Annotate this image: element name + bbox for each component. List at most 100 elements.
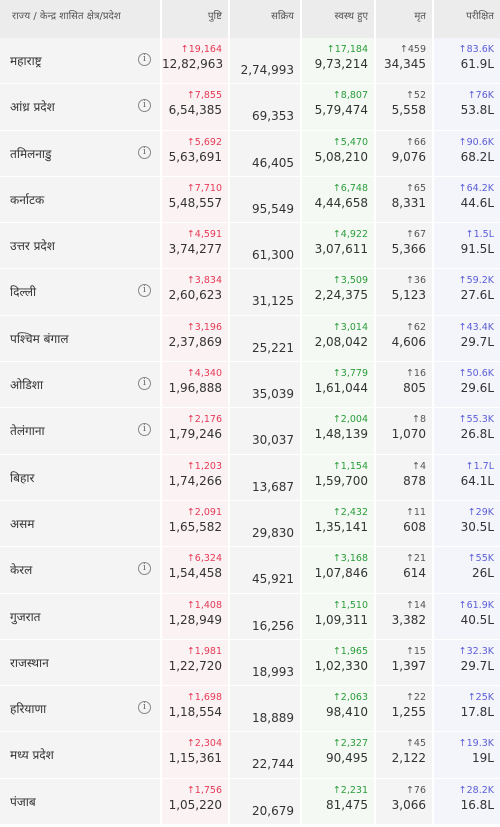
state-cell[interactable]: असम (0, 500, 162, 548)
confirmed-cell-delta: ↑7,710 (186, 182, 222, 194)
table-row[interactable]: पश्चिम बंगाल ↑3,196 2,37,869 25,221 ↑3,014 2,… (0, 315, 500, 363)
recovered-cell-value: 3,07,611 (314, 242, 368, 257)
confirmed-cell-value: 1,28,949 (168, 612, 222, 627)
info-icon[interactable]: i (138, 701, 151, 715)
header-confirmed[interactable]: पुष्टि (162, 0, 230, 38)
table-row[interactable]: तेलंगाना i ↑2,176 1,79,246 30,037 ↑2,004 1,48,… (0, 408, 500, 455)
recovered-cell-value: 81,475 (326, 797, 368, 812)
confirmed-cell-value: 1,79,246 (168, 427, 222, 442)
info-icon[interactable]: i (138, 145, 151, 159)
state-cell[interactable]: पंजाब (0, 778, 162, 826)
deceased-cell-delta: ↑4 (411, 460, 426, 472)
deceased-cell: ↑11 608 (376, 500, 434, 548)
active-cell: 61,300 (230, 223, 302, 270)
confirmed-cell-delta: ↑1,981 (186, 645, 222, 657)
recovered-cell: ↑2,327 90,495 (302, 732, 376, 779)
deceased-cell-delta: ↑65 (405, 182, 426, 194)
state-cell[interactable]: बिहार (0, 454, 162, 501)
state-cell[interactable]: कर्नाटक (0, 176, 162, 224)
state-cell[interactable]: ओडिशा i (0, 362, 162, 409)
table-row[interactable]: पंजाब ↑1,756 1,05,220 20,679 ↑2,231 81,475 ↑76… (0, 778, 500, 826)
info-icon[interactable]: i (138, 284, 151, 298)
state-cell[interactable]: आंध्र प्रदेश i (0, 84, 162, 131)
confirmed-cell: ↑5,692 5,63,691 (162, 130, 230, 177)
state-cell[interactable]: केरल i (0, 547, 162, 594)
header-tested[interactable]: परीक्षित (434, 0, 500, 38)
recovered-cell: ↑1,510 1,09,311 (302, 593, 376, 640)
confirmed-cell-value: 3,74,277 (168, 242, 222, 257)
tested-cell-value: 29.7L (460, 334, 494, 349)
recovered-cell-value: 1,07,846 (314, 566, 368, 581)
active-cell-value: 95,549 (252, 201, 294, 216)
tested-cell-delta: ↑1.5L (465, 229, 494, 241)
table-row[interactable]: ओडिशा i ↑4,340 1,96,888 35,039 ↑3,779 1,61,044… (0, 362, 500, 409)
header-state[interactable]: राज्य / केन्द्र शासित क्षेत्र/प्रदेश (0, 0, 162, 38)
state-cell[interactable]: मध्य प्रदेश (0, 732, 162, 779)
table-row[interactable]: तमिलनाडु i ↑5,692 5,63,691 46,405 ↑5,470 5,08,… (0, 130, 500, 177)
active-cell-value: 35,039 (252, 387, 294, 402)
tested-cell: ↑29K 30.5L (434, 500, 500, 548)
state-cell[interactable]: उत्तर प्रदेश (0, 223, 162, 270)
deceased-cell-delta: ↑21 (405, 553, 426, 565)
table-row[interactable]: कर्नाटक ↑7,710 5,48,557 95,549 ↑6,748 4,44,65… (0, 176, 500, 224)
confirmed-cell-value: 1,54,458 (168, 566, 222, 581)
deceased-cell-value: 5,123 (391, 288, 426, 303)
tested-cell: ↑83.6K 61.9L (434, 38, 500, 85)
table-row[interactable]: बिहार ↑1,203 1,74,266 13,687 ↑1,154 1,59,700 ↑… (0, 454, 500, 501)
table-row[interactable]: दिल्ली i ↑3,834 2,60,623 31,125 ↑3,509 2,24,37… (0, 269, 500, 316)
state-cell[interactable]: महाराष्ट्र i (0, 38, 162, 85)
state-cell[interactable]: गुजरात (0, 593, 162, 640)
info-icon[interactable]: i (138, 377, 151, 391)
deceased-cell-value: 2,122 (391, 751, 426, 766)
confirmed-cell-value: 2,37,869 (168, 334, 222, 349)
recovered-cell: ↑1,965 1,02,330 (302, 639, 376, 687)
deceased-cell: ↑67 5,366 (376, 223, 434, 270)
table-row[interactable]: हरियाणा i ↑1,698 1,18,554 18,889 ↑2,063 98,410… (0, 686, 500, 733)
active-cell-value: 13,687 (252, 479, 294, 494)
recovered-cell-value: 4,44,658 (314, 195, 368, 210)
table-row[interactable]: मध्य प्रदेश ↑2,304 1,15,361 22,744 ↑2,327 90,… (0, 732, 500, 779)
info-icon[interactable]: i (138, 423, 151, 437)
active-cell: 35,039 (230, 362, 302, 409)
recovered-cell: ↑2,063 98,410 (302, 686, 376, 733)
info-icon[interactable]: i (138, 562, 151, 576)
table-row[interactable]: केरल i ↑6,324 1,54,458 45,921 ↑3,168 1,07,846 ↑… (0, 547, 500, 594)
recovered-cell: ↑4,922 3,07,611 (302, 223, 376, 270)
state-cell[interactable]: राजस्थान (0, 639, 162, 687)
info-icon[interactable]: i (138, 99, 151, 113)
state-cell[interactable]: तमिलनाडु i (0, 130, 162, 177)
deceased-cell-value: 1,070 (391, 427, 426, 442)
state-cell[interactable]: तेलंगाना i (0, 408, 162, 455)
recovered-cell: ↑2,432 1,35,141 (302, 500, 376, 548)
confirmed-cell-value: 1,18,554 (168, 705, 222, 720)
table-row[interactable]: उत्तर प्रदेश ↑4,591 3,74,277 61,300 ↑4,922 3,… (0, 223, 500, 270)
confirmed-cell-delta: ↑5,692 (186, 136, 222, 148)
state-cell[interactable]: हरियाणा i (0, 686, 162, 733)
state-name: पश्चिम बंगाल (10, 331, 69, 346)
deceased-cell-value: 8,331 (391, 195, 426, 210)
header-active[interactable]: सक्रिय (230, 0, 302, 38)
info-icon[interactable]: i (138, 53, 151, 66)
header-deceased[interactable]: मृत (376, 0, 434, 38)
confirmed-cell-delta: ↑2,176 (186, 414, 222, 426)
table-row[interactable]: राजस्थान ↑1,981 1,22,720 18,993 ↑1,965 1,02,3… (0, 639, 500, 687)
table-row[interactable]: असम ↑2,091 1,65,582 29,830 ↑2,432 1,35,141 ↑11… (0, 500, 500, 548)
tested-cell: ↑25K 17.8L (434, 686, 500, 733)
active-cell: 29,830 (230, 500, 302, 548)
tested-cell-delta: ↑64.2K (458, 182, 494, 194)
active-cell-value: 25,221 (252, 340, 294, 355)
table-row[interactable]: आंध्र प्रदेश i ↑7,855 6,54,385 69,353 ↑8,807 5… (0, 84, 500, 131)
tested-cell-value: 40.5L (460, 612, 494, 627)
tested-cell-delta: ↑28.2K (458, 784, 494, 796)
recovered-cell-value: 5,08,210 (314, 149, 368, 164)
table-row[interactable]: महाराष्ट्र i ↑19,164 12,82,963 2,74,993 ↑17,1… (0, 38, 500, 85)
tested-cell: ↑43.4K 29.7L (434, 315, 500, 363)
state-cell[interactable]: दिल्ली i (0, 269, 162, 316)
state-cell[interactable]: पश्चिम बंगाल (0, 315, 162, 363)
header-recovered[interactable]: स्वस्थ हुए (302, 0, 376, 38)
recovered-cell-value: 1,61,044 (314, 381, 368, 396)
recovered-cell-delta: ↑2,004 (332, 414, 368, 426)
recovered-cell-delta: ↑2,231 (332, 784, 368, 796)
table-row[interactable]: गुजरात ↑1,408 1,28,949 16,256 ↑1,510 1,09,311… (0, 593, 500, 640)
